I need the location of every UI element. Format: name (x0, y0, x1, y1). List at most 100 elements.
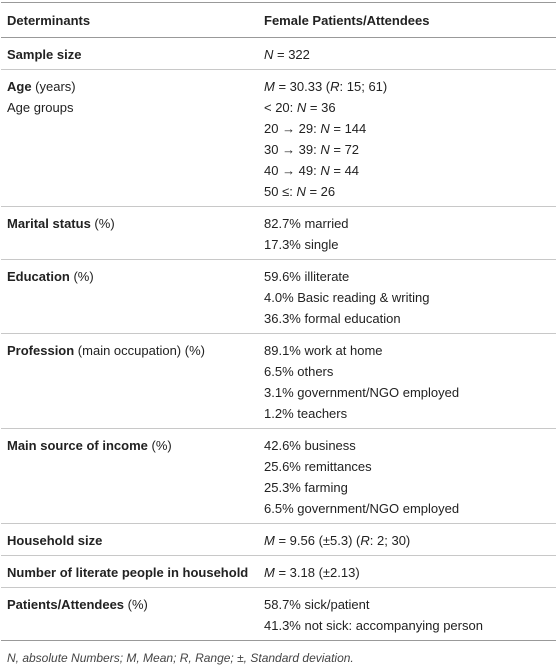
cell-line: 30 → 39: N = 72 (264, 139, 550, 160)
text-run: 58.7% sick/patient (264, 597, 370, 612)
header-cell: Determinants (1, 2, 258, 38)
table-body: Sample size N = 322 Age (years) Age groups M… (1, 37, 556, 641)
text-run: N (320, 121, 330, 136)
text-run: = 26 (305, 184, 336, 199)
text-run: = 44 (329, 163, 360, 178)
text-run: = 3.18 (±2.13) (274, 565, 360, 580)
table-row: Marital status (%) 82.7% married 17.3% sin… (1, 206, 556, 260)
cell-line: 50 ≤: N = 26 (264, 181, 550, 202)
label-cell: Patients/Attendees (%) (1, 587, 258, 641)
table-row: Age (years) Age groups M = 30.33 (R: 15; 6… (1, 69, 556, 207)
cell-line: 1.2% teachers (264, 403, 550, 424)
label-cell: Marital status (%) (1, 206, 258, 260)
text-run: Number of literate people in household (7, 565, 249, 580)
value-cell: 82.7% married 17.3% single (258, 206, 556, 260)
text-run: N (320, 142, 330, 157)
cell-line: 42.6% business (264, 435, 550, 456)
cell-line: Main source of income (%) (7, 435, 252, 456)
text-run: N (296, 184, 306, 199)
value-cell: 42.6% business 25.6% remittances 25.3% far… (258, 428, 556, 524)
text-run: N (264, 47, 274, 62)
cell-line: 17.3% single (264, 234, 550, 255)
label-cell: Number of literate people in household (1, 555, 258, 588)
cell-line: Marital status (%) (7, 213, 252, 234)
text-run: 50 ≤: (264, 184, 297, 199)
header-cell: Female Patients/Attendees (258, 2, 556, 38)
cell-line: 20 → 29: N = 144 (264, 118, 550, 139)
cell-line: 41.3% not sick: accompanying person (264, 615, 550, 636)
text-run: M (264, 533, 275, 548)
text-run: Education (7, 269, 70, 284)
text-run: R (360, 533, 370, 548)
table-row: Number of literate people in household M … (1, 555, 556, 588)
cell-line: Number of literate people in household (7, 562, 252, 583)
text-run: 20 → 29: (264, 121, 321, 136)
cell-line: M = 3.18 (±2.13) (264, 562, 550, 583)
text-run: : 15; 61) (339, 79, 388, 94)
cell-line: M = 9.56 (±5.3) (R: 2; 30) (264, 530, 550, 551)
text-run: Profession (7, 343, 75, 358)
cell-line: N = 322 (264, 44, 550, 65)
text-run: Patients/Attendees (7, 597, 125, 612)
text-run: Age (7, 79, 32, 94)
text-run: 89.1% work at home (264, 343, 383, 358)
table: Determinants Female Patients/Attendees S… (1, 2, 556, 641)
text-run: 59.6% illiterate (264, 269, 350, 284)
cell-line: M = 30.33 (R: 15; 61) (264, 76, 550, 97)
text-run: Main source of income (7, 438, 148, 453)
text-run: 40 → 49: (264, 163, 321, 178)
cell-line: Sample size (7, 44, 252, 65)
text-run: 41.3% not sick: accompanying person (264, 618, 483, 633)
cell-line: Education (%) (7, 266, 252, 287)
text-run: = 322 (273, 47, 310, 62)
table-row: Patients/Attendees (%) 58.7% sick/patient… (1, 587, 556, 641)
cell-line: 6.5% government/NGO employed (264, 498, 550, 519)
text-run: (%) (124, 597, 148, 612)
text-run: Age groups (7, 100, 74, 115)
label-cell: Profession (main occupation) (%) (1, 333, 258, 429)
text-run: Marital status (7, 216, 91, 231)
cell-line: 40 → 49: N = 44 (264, 160, 550, 181)
cell-line: 25.6% remittances (264, 456, 550, 477)
cell-line: 6.5% others (264, 361, 550, 382)
label-cell: Sample size (1, 37, 258, 70)
cell-line: 4.0% Basic reading & writing (264, 287, 550, 308)
cell-line: 89.1% work at home (264, 340, 550, 361)
text-run: 25.6% remittances (264, 459, 372, 474)
text-run: (main occupation) (%) (74, 343, 205, 358)
value-cell: M = 9.56 (±5.3) (R: 2; 30) (258, 523, 556, 556)
table-row: Sample size N = 322 (1, 37, 556, 70)
text-run: 25.3% farming (264, 480, 348, 495)
cell-line: < 20: N = 36 (264, 97, 550, 118)
label-cell: Main source of income (%) (1, 428, 258, 524)
text-run: 3.1% government/NGO employed (264, 385, 460, 400)
cell-line: Profession (main occupation) (%) (7, 340, 252, 361)
value-cell: 89.1% work at home 6.5% others 3.1% govern… (258, 333, 556, 429)
text-run: 1.2% teachers (264, 406, 348, 421)
text-run: (%) (147, 438, 172, 453)
text-run: M (264, 79, 275, 94)
label-cell: Household size (1, 523, 258, 556)
table-row: Household size M = 9.56 (±5.3) (R: 2; 30) (1, 523, 556, 556)
text-run: N (320, 163, 330, 178)
text-run: (%) (90, 216, 115, 231)
text-run: 36.3% formal education (264, 311, 401, 326)
value-cell: N = 322 (258, 37, 556, 70)
text-run: = 36 (306, 100, 336, 115)
text-run: 42.6% business (264, 438, 356, 453)
cell-line: 3.1% government/NGO employed (264, 382, 550, 403)
label-cell: Education (%) (1, 259, 258, 334)
text-run: M (264, 565, 275, 580)
text-run: N (296, 100, 307, 115)
text-run: 30 → 39: (264, 142, 321, 157)
text-run: (%) (69, 269, 94, 284)
cell-line: 58.7% sick/patient (264, 594, 550, 615)
text-run: 82.7% married (264, 216, 349, 231)
value-cell: M = 3.18 (±2.13) (258, 555, 556, 588)
text-run: = 30.33 ( (274, 79, 331, 94)
text-run: (years) (31, 79, 76, 94)
value-cell: M = 30.33 (R: 15; 61) < 20: N = 36 20 → 29… (258, 69, 556, 207)
table-row: Profession (main occupation) (%) 89.1% wo… (1, 333, 556, 429)
table-row: Education (%) 59.6% illiterate 4.0% Basic … (1, 259, 556, 334)
